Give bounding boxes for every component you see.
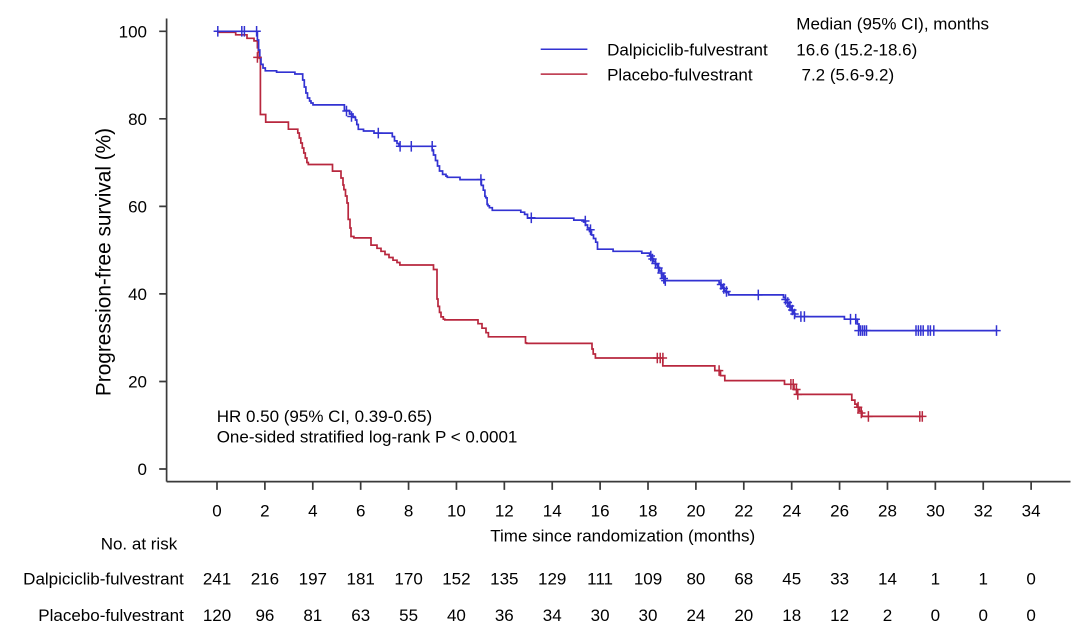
- svg-text:Dalpiciclib-fulvestrant: Dalpiciclib-fulvestrant: [607, 40, 768, 59]
- svg-text:152: 152: [442, 569, 470, 588]
- svg-text:14: 14: [878, 569, 897, 588]
- svg-text:33: 33: [830, 569, 849, 588]
- svg-text:63: 63: [351, 606, 370, 625]
- svg-text:6: 6: [356, 502, 365, 521]
- svg-text:0: 0: [1026, 606, 1035, 625]
- svg-text:Dalpiciclib-fulvestrant: Dalpiciclib-fulvestrant: [23, 569, 184, 588]
- svg-text:36: 36: [495, 606, 514, 625]
- svg-text:120: 120: [203, 606, 231, 625]
- svg-text:2: 2: [883, 606, 892, 625]
- svg-text:0: 0: [978, 606, 987, 625]
- svg-text:4: 4: [308, 502, 317, 521]
- svg-text:12: 12: [830, 606, 849, 625]
- svg-text:197: 197: [299, 569, 327, 588]
- svg-text:16.6 (15.2-18.6): 16.6 (15.2-18.6): [796, 40, 917, 59]
- svg-text:2: 2: [260, 502, 269, 521]
- svg-text:16: 16: [591, 502, 610, 521]
- svg-text:1: 1: [978, 569, 987, 588]
- svg-text:170: 170: [394, 569, 422, 588]
- svg-text:26: 26: [830, 502, 849, 521]
- svg-text:34: 34: [543, 606, 562, 625]
- svg-text:216: 216: [251, 569, 279, 588]
- svg-text:30: 30: [591, 606, 610, 625]
- svg-text:18: 18: [639, 502, 658, 521]
- svg-text:40: 40: [128, 285, 147, 304]
- svg-text:0: 0: [212, 502, 221, 521]
- svg-text:241: 241: [203, 569, 231, 588]
- svg-text:0: 0: [931, 606, 940, 625]
- svg-text:Placebo-fulvestrant: Placebo-fulvestrant: [607, 65, 753, 84]
- svg-text:109: 109: [634, 569, 662, 588]
- svg-text:80: 80: [128, 110, 147, 129]
- svg-text:30: 30: [926, 502, 945, 521]
- svg-text:Placebo-fulvestrant: Placebo-fulvestrant: [38, 606, 184, 625]
- svg-text:One-sided stratified log-rank: One-sided stratified log-rank P < 0.0001: [217, 427, 518, 446]
- svg-text:7.2 (5.6-9.2): 7.2 (5.6-9.2): [802, 65, 895, 84]
- svg-text:32: 32: [974, 502, 993, 521]
- svg-text:Progression-free survival (%): Progression-free survival (%): [93, 128, 116, 396]
- svg-text:68: 68: [734, 569, 753, 588]
- svg-text:55: 55: [399, 606, 418, 625]
- svg-text:18: 18: [782, 606, 801, 625]
- svg-text:96: 96: [255, 606, 274, 625]
- svg-text:8: 8: [404, 502, 413, 521]
- svg-text:30: 30: [639, 606, 658, 625]
- svg-text:135: 135: [490, 569, 518, 588]
- svg-text:14: 14: [543, 502, 562, 521]
- svg-text:Time since randomization (mont: Time since randomization (months): [490, 526, 755, 545]
- svg-text:80: 80: [686, 569, 705, 588]
- svg-text:81: 81: [303, 606, 322, 625]
- svg-text:24: 24: [782, 502, 801, 521]
- svg-text:100: 100: [119, 23, 147, 42]
- svg-text:24: 24: [686, 606, 705, 625]
- svg-text:0: 0: [138, 460, 147, 479]
- svg-text:10: 10: [447, 502, 466, 521]
- svg-text:40: 40: [447, 606, 466, 625]
- svg-text:12: 12: [495, 502, 514, 521]
- svg-text:No. at risk: No. at risk: [101, 535, 178, 554]
- svg-text:0: 0: [1026, 569, 1035, 588]
- svg-text:111: 111: [587, 569, 613, 588]
- svg-text:20: 20: [686, 502, 705, 521]
- svg-text:22: 22: [734, 502, 753, 521]
- svg-text:HR 0.50 (95% CI, 0.39-0.65): HR 0.50 (95% CI, 0.39-0.65): [217, 407, 432, 426]
- svg-text:60: 60: [128, 198, 147, 217]
- svg-text:28: 28: [878, 502, 897, 521]
- svg-text:34: 34: [1022, 502, 1041, 521]
- svg-text:1: 1: [931, 569, 940, 588]
- svg-text:Median (95% CI), months: Median (95% CI), months: [796, 15, 989, 34]
- svg-text:45: 45: [782, 569, 801, 588]
- svg-text:20: 20: [734, 606, 753, 625]
- svg-text:129: 129: [538, 569, 566, 588]
- svg-text:20: 20: [128, 373, 147, 392]
- svg-text:181: 181: [347, 569, 375, 588]
